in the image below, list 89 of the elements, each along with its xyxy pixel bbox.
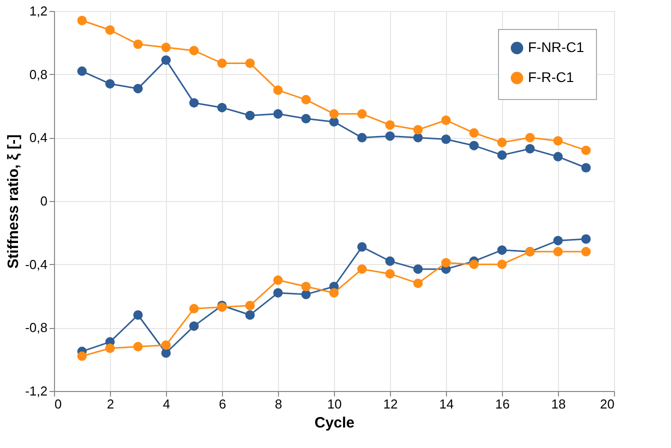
point [133,310,143,320]
point [329,109,339,119]
x-tick-label: 8 [274,396,282,412]
point [245,300,255,310]
point [245,58,255,68]
point [357,132,367,142]
point [77,351,87,361]
point [273,275,283,285]
point [217,102,227,112]
x-tick-label: 12 [383,396,398,412]
point [385,269,395,279]
x-tick-label: 18 [551,396,566,412]
point [497,245,507,255]
point [301,114,311,124]
x-tick-label: 16 [495,396,510,412]
point [553,136,563,146]
point [525,144,535,154]
x-tick-label: 6 [218,396,226,412]
point [329,288,339,298]
point [497,150,507,160]
point [301,94,311,104]
point [525,132,535,142]
point [581,146,591,156]
point [273,109,283,119]
point [497,260,507,270]
point [469,260,479,270]
point [301,290,311,300]
point [441,134,451,144]
y-tick-label: -0,4 [25,256,48,272]
x-tick-label: 0 [54,396,62,412]
point [105,344,115,353]
point [245,110,255,120]
point [357,109,367,119]
point [161,42,171,52]
point [413,132,423,142]
point [301,282,311,292]
point [357,264,367,274]
y-tick-label: 0,4 [29,130,48,146]
point [133,40,143,49]
point [413,264,423,274]
point [385,120,395,130]
x-tick-label: 10 [327,396,342,412]
point [329,117,339,127]
point [441,258,451,268]
x-tick-label: 20 [600,396,614,412]
legend-label: F-R-C1 [528,69,574,85]
point [161,340,171,350]
point [245,310,255,320]
point [189,304,199,314]
point [133,342,143,352]
point [581,246,591,256]
point [77,66,87,76]
x-tick-label: 14 [439,396,454,412]
point [553,152,563,162]
legend-label: F-NR-C1 [528,39,584,55]
point [385,256,395,266]
point [189,46,199,56]
y-tick-label: 0 [40,194,48,208]
point [497,138,507,148]
y-tick-label: -0,8 [25,320,48,336]
point [469,128,479,138]
y-tick-label: 0,8 [29,66,48,82]
point [161,348,171,358]
point [469,140,479,150]
point [217,58,227,68]
point [553,236,563,246]
point [581,163,591,172]
point [441,116,451,125]
x-tick-label: 4 [162,396,170,412]
point [189,98,199,108]
point [105,25,115,35]
point [273,288,283,298]
point [189,321,199,331]
point [357,242,367,252]
y-tick-label: 1,2 [29,4,48,18]
point [581,234,591,244]
point [385,131,395,141]
point [161,55,171,65]
x-tick-label: 2 [106,396,114,412]
point [77,16,87,26]
y-axis-title: Stiffness ratio, ξ [-] [5,134,22,269]
point [413,125,423,134]
x-axis-title: Cycle [314,414,355,432]
point [105,79,115,89]
point [553,246,563,256]
point [413,278,423,288]
point [273,85,283,95]
y-tick-label: -1,2 [25,384,48,398]
point [133,84,143,94]
